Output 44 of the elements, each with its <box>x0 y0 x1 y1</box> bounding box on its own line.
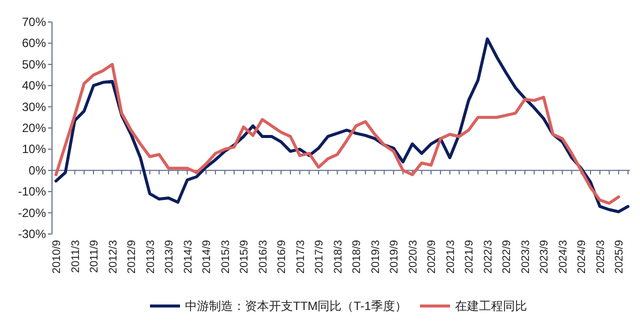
x-tick-label: 2015/9 <box>238 240 251 274</box>
x-tick-label: 2025/9 <box>614 240 626 274</box>
x-tick-label: 2015/3 <box>220 240 232 274</box>
x-tick-label: 2025/3 <box>594 240 607 274</box>
y-tick-label: 20% <box>22 121 46 135</box>
x-tick-label: 2013/9 <box>164 240 176 274</box>
x-tick-label: 2016/3 <box>257 240 270 274</box>
x-tick-label: 2011/9 <box>88 240 101 273</box>
y-tick-label: -20% <box>18 206 46 220</box>
y-tick-label: 70% <box>22 15 46 29</box>
y-tick-label: 50% <box>22 57 46 72</box>
x-tick-label: 2023/3 <box>520 240 532 274</box>
x-tick-label: 2020/9 <box>426 240 438 274</box>
x-tick-label: 2011/3 <box>70 240 82 273</box>
x-tick-label: 2018/9 <box>351 240 364 274</box>
x-tick-label: 2018/3 <box>332 240 344 274</box>
x-tick-label: 2024/3 <box>557 240 570 274</box>
x-tick-label: 2014/9 <box>201 240 214 274</box>
x-tick-label: 2023/9 <box>538 240 551 274</box>
x-tick-label: 2017/3 <box>294 240 307 274</box>
x-tick-label: 2022/3 <box>482 240 494 274</box>
x-tick-label: 2012/9 <box>126 240 138 274</box>
legend-label: 中游制造：资本开支TTM同比（T-1季度） <box>185 299 407 313</box>
x-tick-label: 2024/9 <box>576 240 588 274</box>
legend-label: 在建工程同比 <box>455 299 527 313</box>
y-tick-label: 60% <box>22 36 46 50</box>
x-tick-label: 2010/9 <box>51 240 63 274</box>
y-tick-label: 10% <box>22 142 46 156</box>
x-tick-label: 2020/3 <box>407 240 420 274</box>
x-tick-label: 2014/3 <box>182 240 194 274</box>
x-tick-label: 2021/3 <box>444 240 457 274</box>
x-tick-label: 2012/3 <box>107 240 120 274</box>
y-tick-label: 40% <box>22 78 46 93</box>
x-tick-label: 2022/9 <box>501 240 514 274</box>
x-tick-label: 2019/9 <box>388 240 401 274</box>
x-tick-label: 2016/9 <box>276 240 288 274</box>
y-tick-label: 30% <box>22 100 46 114</box>
x-tick-label: 2021/9 <box>464 240 476 274</box>
y-tick-label: 0% <box>28 163 46 178</box>
x-tick-label: 2013/3 <box>144 240 157 274</box>
x-tick-label: 2017/9 <box>314 240 326 274</box>
x-tick-label: 2019/3 <box>370 240 382 274</box>
y-tick-label: -10% <box>18 184 46 199</box>
y-tick-label: -30% <box>18 227 46 241</box>
